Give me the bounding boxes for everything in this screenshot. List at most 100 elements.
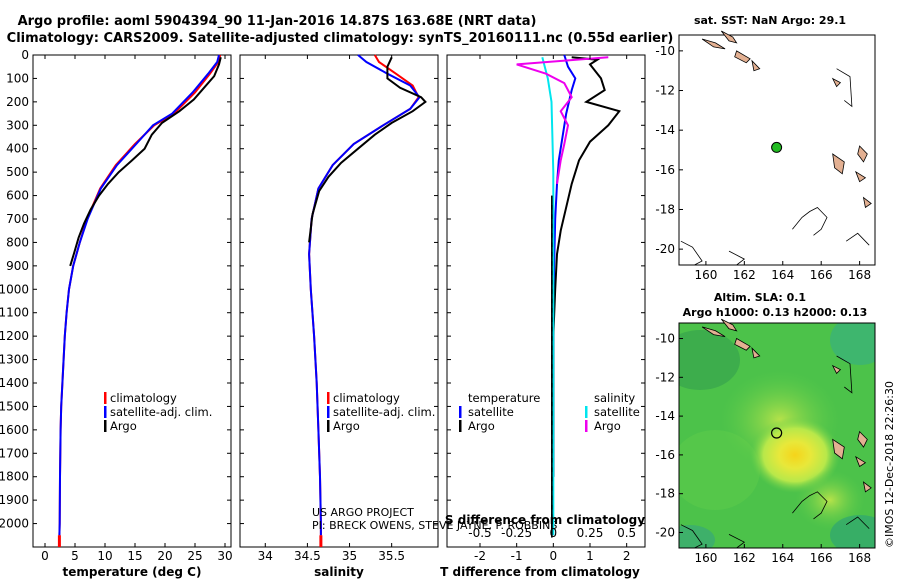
t-difference-xlabel: T difference from climatology [440,565,640,579]
map-y-tick-label: -14 [655,123,675,137]
depth-tick-label: 800 [6,235,29,249]
map-y-tick-label: -18 [655,202,675,216]
temperature-xlabel: temperature (deg C) [63,565,202,579]
depth-tick-label: 1200 [0,329,29,343]
reef-outline [836,68,853,108]
island-shape [734,337,751,351]
credit-line-1: US ARGO PROJECT [312,506,414,519]
map-x-tick-label: 160 [694,268,717,282]
map-y-tick-label: -18 [655,487,675,501]
island-shape [862,196,872,209]
depth-axis: 0 100 200 300 400 500 600 700 800 900 1000 1100 1200… [0,48,29,531]
legend-t-argo: Argo [468,419,495,433]
s-difference-xlabel: S difference from climatology [445,513,645,527]
map-x-tick-label: 162 [733,551,756,565]
series-line-salinity-argo [516,56,609,185]
salinity-xlabel: salinity [314,565,364,579]
difference-legend: temperature satellite Argo salinity sate… [459,391,640,433]
map-y-tick-label: -12 [655,370,675,384]
legend-satellite: satellite-adj. clim. [333,405,435,419]
island-shape [831,364,842,375]
legend-argo: Argo [110,419,137,433]
map-y-tick-label: -14 [655,409,675,423]
depth-tick-label: 1800 [0,470,29,484]
s-tick-label: 0.5 [617,526,636,540]
depth-tick-label: 1600 [0,423,29,437]
map-x-tick-label: 166 [810,268,833,282]
depth-tick-label: 100 [6,71,29,85]
depth-tick-label: 1700 [0,446,29,460]
difference-panel: -2 -1 0 1 2 -0.5 -0.25 0 0.25 0.5 S difference fr… [440,54,646,579]
island-shape [854,170,867,183]
s-tick-label: 0.25 [577,526,604,540]
legend-swatch-s-argo [585,420,588,432]
map-x-tick-label: 162 [733,268,756,282]
depth-tick-label: 1000 [0,282,29,296]
x-tick-label: 5 [71,549,79,563]
island-shape [832,438,845,460]
legend-s-argo: Argo [594,419,621,433]
reef-outline [836,355,853,394]
sla-map-title: Altim. SLA: 0.1 [714,291,806,304]
x-tick-label: 20 [157,549,172,563]
depth-tick-label: 700 [6,212,29,226]
map-x-tick-label: 166 [810,551,833,565]
figure-subtitle: Climatology: CARS2009. Satellite-adjuste… [7,31,674,46]
depth-tick-label: 900 [6,259,29,273]
series-line-argo [308,56,427,243]
depth-tick-label: 1900 [0,493,29,507]
depth-tick-label: 300 [6,118,29,132]
credit-line-2: PI: BRECK OWENS, STEVE JAYNE, P. ROBBINS [312,519,557,532]
depth-tick-label: 400 [6,142,29,156]
x-tick-label: 2 [623,549,631,563]
map-y-tick-label: -12 [655,84,675,98]
sst-map-title: sat. SST: NaN Argo: 29.1 [694,14,846,27]
x-tick-label: 34 [258,549,273,563]
sla-field [679,323,875,548]
x-tick-label: -2 [474,549,486,563]
island-shape [701,38,726,50]
legend-s-satellite: satellite [594,405,640,419]
map-x-tick-label: 168 [848,551,871,565]
legend-swatch-s-satellite [585,406,588,418]
map-y-tick-label: -10 [655,44,675,58]
map-y-tick-label: -16 [655,448,675,462]
x-tick-label: 35.5 [378,549,405,563]
map-x-tick-label: 164 [771,551,794,565]
temperature-panel: 0 5 10 15 20 25 30 temperature (deg C) climato… [32,54,233,579]
map-y-tick-label: -20 [655,242,675,256]
difference-axes-frame [446,54,646,548]
s-tick-label: -0.25 [501,526,532,540]
island-shape [734,50,751,64]
x-tick-label: 25 [187,549,202,563]
series-line-temperature-argo [552,56,622,477]
legend-swatch-satellite [104,406,107,418]
legend-climatology: climatology [333,391,400,405]
depth-tick-label: 1300 [0,353,29,367]
depth-tick-label: 2000 [0,517,29,531]
depth-tick-label: 500 [6,165,29,179]
salinity-axes-frame [239,54,439,548]
reef-outline [792,207,828,236]
island-shape [701,326,726,337]
sla-map-panel: Altim. SLA: 0.1 Argo h1000: 0.13 h2000: … [655,291,876,565]
depth-tick-label: 0 [21,48,29,62]
imos-watermark: ©IMOS 12-Dec-2018 22:26:30 [883,381,896,548]
reef-outline [680,524,703,549]
legend-swatch-argo [327,420,330,432]
reef-outline [845,232,870,246]
legend-swatch-t-satellite [459,406,462,418]
legend-satellite: satellite-adj. clim. [110,405,212,419]
depth-tick-label: 1500 [0,399,29,413]
figure-title: Argo profile: aoml 5904394_90 11-Jan-201… [18,14,537,29]
map-x-tick-label: 160 [694,551,717,565]
salinity-legend: climatology satellite-adj. clim. Argo [327,391,435,433]
x-tick-label: -1 [511,549,523,563]
reef-outline [728,250,746,266]
x-tick-label: 0 [41,549,49,563]
legend-argo: Argo [333,419,360,433]
float-position-marker [771,141,783,153]
temperature-legend: climatology satellite-adj. clim. Argo [104,391,212,433]
x-tick-label: 15 [127,549,142,563]
series-line-satellite-adj-clim- [58,54,220,536]
